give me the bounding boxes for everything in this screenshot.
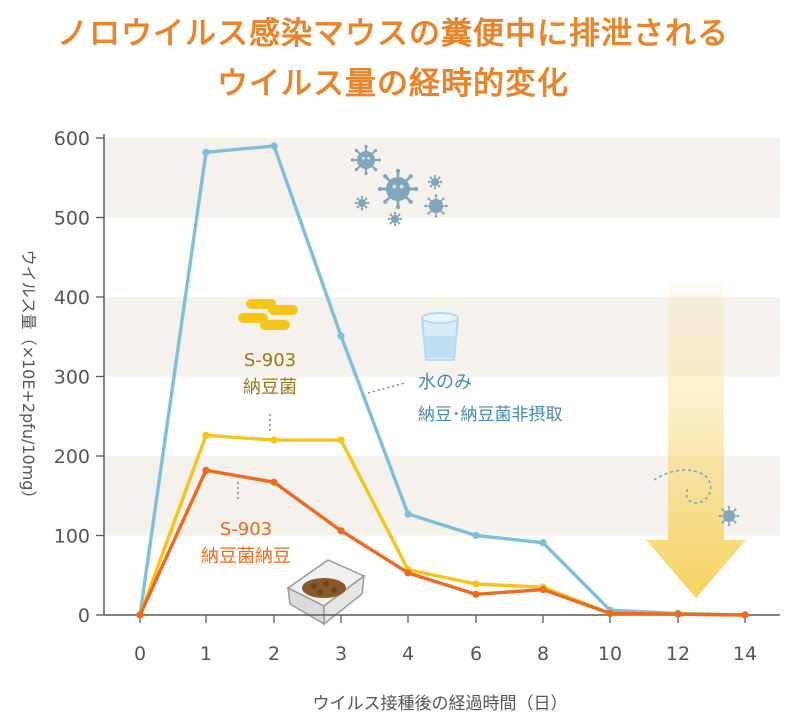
x-tick-label: 4 — [402, 643, 414, 665]
chart-title-line1: ノロウイルス感染マウスの糞便中に排泄される — [57, 16, 729, 52]
x-axis-ticks: 0 1 2 3 4 6 8 10 12 14 — [134, 615, 757, 665]
y-axis-label: ウイルス量（×10E+2pfu/10mg） — [19, 250, 38, 507]
x-tick-label: 10 — [598, 643, 622, 665]
data-point-0 — [337, 332, 345, 340]
y-tick-label: 400 — [54, 287, 90, 309]
y-tick-label: 0 — [78, 605, 90, 627]
y-tick-label: 300 — [54, 367, 90, 389]
data-point-2 — [136, 611, 144, 619]
natto-label-line2: 納豆菌納豆 — [201, 546, 291, 567]
water-glass-icon — [420, 312, 460, 361]
data-point-1 — [337, 436, 345, 444]
series-line-0 — [138, 144, 746, 617]
legend-s903: S-903 納豆菌 — [243, 350, 297, 432]
virus-icon — [424, 194, 448, 218]
series-line-2 — [138, 468, 746, 617]
virus-icon — [354, 195, 370, 211]
legend-water: 水のみ 納豆･納豆菌非摂取 — [367, 372, 563, 425]
virus-icon — [718, 505, 740, 527]
y-tick-label: 600 — [54, 128, 90, 150]
virus-icon — [387, 211, 403, 227]
data-point-2 — [337, 527, 345, 535]
data-point-0 — [270, 142, 278, 150]
x-axis-label: ウイルス接種後の経過時間（日） — [313, 694, 568, 714]
data-point-2 — [472, 590, 480, 598]
s903-label-line2: 納豆菌 — [243, 377, 297, 398]
down-arrow-icon — [646, 282, 746, 598]
x-tick-label: 6 — [470, 643, 482, 665]
data-point-2 — [404, 569, 412, 577]
data-point-2 — [741, 611, 749, 619]
water-label-line1: 水のみ — [418, 372, 472, 393]
virus-icon — [350, 144, 382, 176]
data-point-2 — [202, 466, 210, 474]
x-tick-label: 1 — [200, 643, 212, 665]
data-point-0 — [472, 531, 480, 540]
water-label-line2: 納豆･納豆菌非摂取 — [418, 405, 563, 425]
x-tick-label: 12 — [666, 643, 690, 665]
virus-icon — [427, 174, 443, 190]
data-point-1 — [202, 431, 210, 439]
x-tick-label: 14 — [733, 643, 757, 665]
data-point-1 — [270, 436, 278, 444]
background-band — [104, 456, 780, 536]
data-point-2 — [270, 478, 278, 486]
virus-leaving-icon — [653, 469, 740, 527]
y-tick-label: 200 — [54, 446, 90, 468]
x-tick-label: 0 — [134, 643, 146, 665]
data-point-1 — [472, 580, 480, 588]
chart-title-line2: ウイルス量の経時的変化 — [217, 66, 569, 102]
x-tick-label: 2 — [268, 643, 280, 665]
virus-cluster-icon — [350, 144, 448, 227]
bacteria-icon — [238, 299, 298, 330]
y-tick-label: 100 — [54, 526, 90, 548]
s903-label-line1: S-903 — [244, 350, 296, 371]
y-axis-ticks: 0 100 200 300 400 500 600 — [54, 128, 104, 627]
data-point-2 — [674, 610, 682, 618]
data-point-0 — [404, 510, 412, 518]
data-point-2 — [539, 585, 547, 594]
virus-icon — [377, 168, 419, 210]
y-tick-label: 500 — [54, 208, 90, 230]
x-tick-label: 3 — [335, 643, 347, 665]
data-point-0 — [539, 539, 547, 547]
natto-label-line1: S-903 — [220, 519, 272, 540]
x-tick-label: 8 — [537, 643, 549, 665]
series-lines — [136, 142, 749, 619]
data-point-0 — [202, 148, 210, 156]
legend-natto: S-903 納豆菌納豆 — [201, 482, 291, 567]
data-point-2 — [606, 609, 614, 618]
